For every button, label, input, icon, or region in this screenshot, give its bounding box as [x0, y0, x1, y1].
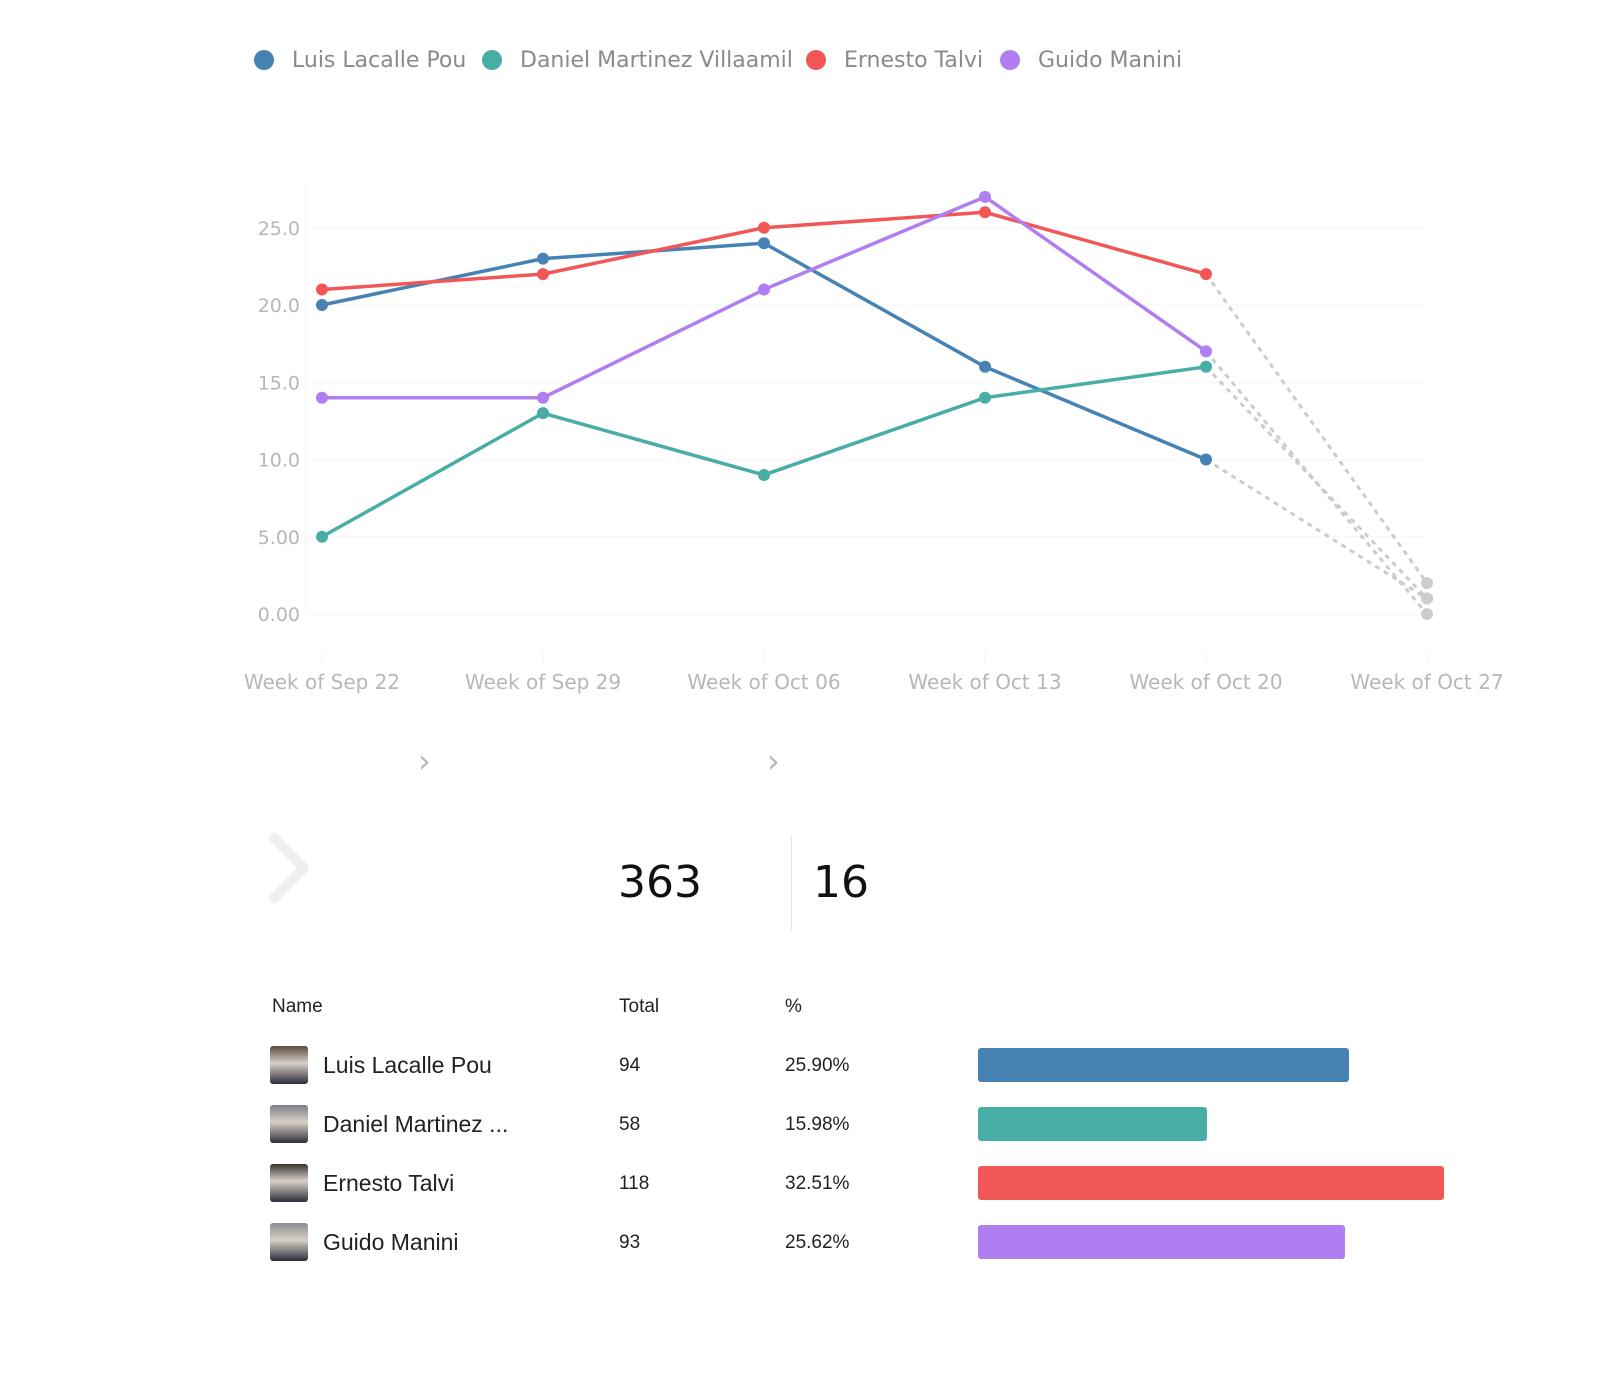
candidate-percent: 32.51% — [785, 1173, 850, 1194]
avatar — [270, 1164, 308, 1202]
data-point-ernesto-talvi — [1421, 577, 1433, 590]
candidate-name: Guido Manini — [323, 1229, 459, 1255]
chevron-right-icon[interactable]: › — [767, 742, 780, 780]
legend-item-daniel-martinez-villaamil[interactable]: Daniel Martinez Villaamil — [482, 42, 793, 78]
candidate-name: Ernesto Talvi — [323, 1170, 455, 1196]
column-header-total: Total — [619, 996, 660, 1017]
data-point-luis-lacalle-pou — [758, 237, 770, 250]
candidate-name: Luis Lacalle Pou — [323, 1052, 492, 1078]
legend-dot-icon — [482, 50, 502, 70]
percent-bar — [978, 1225, 1345, 1259]
candidate-total: 58 — [619, 1114, 641, 1135]
data-point-luis-lacalle-pou — [316, 299, 328, 311]
data-point-daniel-martinez-villaamil — [316, 530, 328, 543]
data-point-daniel-martinez-villaamil — [1421, 592, 1433, 605]
line-chart: 0.00 5.00 10.0 15.0 20.0 25.0 Week of Sep 22 We… — [244, 182, 1504, 694]
legend-label: Daniel Martinez Villaamil — [520, 47, 793, 73]
stat-total: 363 — [618, 857, 702, 908]
candidate-percent: 25.90% — [785, 1055, 850, 1076]
x-tick-label: Week of Sep 29 — [465, 670, 621, 694]
x-tick-label: Week of Oct 27 — [1350, 670, 1503, 694]
legend-item-ernesto-talvi[interactable]: Ernesto Talvi — [806, 42, 983, 78]
series-dashed-segment — [1204, 350, 1429, 615]
table-row: Ernesto Talvi 118 32.51% — [270, 1160, 1450, 1206]
candidate-percent: 25.62% — [785, 1232, 850, 1253]
legend-label: Guido Manini — [1038, 47, 1183, 73]
data-point-guido-manini — [316, 391, 328, 404]
x-tick-label: Week of Oct 20 — [1129, 670, 1282, 694]
x-tick-label: Week of Sep 22 — [244, 670, 400, 694]
data-point-guido-manini — [1421, 608, 1433, 620]
data-point-guido-manini — [979, 190, 991, 203]
y-tick-label: 0.00 — [258, 604, 300, 626]
x-tick-label: Week of Oct 06 — [687, 670, 840, 694]
data-point-daniel-martinez-villaamil — [537, 407, 549, 420]
data-point-daniel-martinez-villaamil — [758, 468, 770, 481]
legend-dot-icon — [806, 50, 826, 70]
x-tick-label: Week of Oct 13 — [908, 670, 1061, 694]
avatar — [270, 1046, 308, 1084]
legend-dot-icon — [254, 50, 274, 70]
candidate-total: 118 — [619, 1173, 650, 1194]
data-point-daniel-martinez-villaamil — [979, 391, 991, 404]
column-header-percent: % — [785, 996, 802, 1017]
legend-item-luis-lacalle-pou[interactable]: Luis Lacalle Pou — [254, 42, 466, 78]
percent-bar — [978, 1166, 1444, 1200]
data-point-ernesto-talvi — [316, 283, 328, 296]
chevron-right-icon[interactable]: › — [418, 742, 431, 780]
y-tick-label: 25.0 — [258, 218, 300, 240]
expand-chevron-icon[interactable] — [262, 830, 322, 905]
stat-secondary: 16 — [813, 857, 869, 908]
candidate-total: 93 — [619, 1232, 641, 1253]
data-point-guido-manini — [758, 283, 770, 296]
table-row: Daniel Martinez ... 58 15.98% — [270, 1101, 1450, 1147]
stat-divider — [791, 835, 792, 930]
percent-bar — [978, 1048, 1349, 1082]
data-point-daniel-martinez-villaamil — [1200, 360, 1212, 373]
avatar — [270, 1105, 308, 1143]
candidate-percent: 15.98% — [785, 1114, 850, 1135]
data-point-luis-lacalle-pou — [1200, 453, 1212, 466]
series-line-luis-lacalle-pou — [321, 241, 1207, 462]
data-point-luis-lacalle-pou — [979, 360, 991, 373]
y-tick-label: 5.00 — [258, 527, 300, 549]
data-point-guido-manini — [1200, 345, 1212, 358]
legend-label: Ernesto Talvi — [844, 47, 984, 73]
data-point-ernesto-talvi — [758, 221, 770, 234]
table-row: Guido Manini 93 25.62% — [270, 1219, 1450, 1265]
percent-bar — [978, 1107, 1207, 1141]
legend-label: Luis Lacalle Pou — [292, 47, 467, 73]
legend-dot-icon — [1000, 50, 1020, 70]
data-point-ernesto-talvi — [537, 268, 549, 281]
data-point-luis-lacalle-pou — [537, 252, 549, 265]
y-tick-label: 10.0 — [258, 450, 300, 472]
data-point-ernesto-talvi — [1200, 268, 1212, 281]
series-dashed-segment — [1204, 273, 1429, 584]
data-point-guido-manini — [537, 391, 549, 404]
candidate-name: Daniel Martinez ... — [323, 1111, 509, 1137]
data-point-ernesto-talvi — [979, 206, 991, 219]
series-line-daniel-martinez-villaamil — [321, 365, 1207, 539]
y-tick-label: 15.0 — [258, 372, 300, 394]
table-row: Luis Lacalle Pou 94 25.90% — [270, 1042, 1450, 1088]
avatar — [270, 1223, 308, 1261]
series-dashed-segment — [1205, 458, 1428, 600]
y-tick-label: 20.0 — [258, 295, 300, 317]
column-header-name: Name — [272, 996, 323, 1017]
candidate-total: 94 — [619, 1055, 641, 1076]
legend-item-guido-manini[interactable]: Guido Manini — [1000, 42, 1182, 78]
